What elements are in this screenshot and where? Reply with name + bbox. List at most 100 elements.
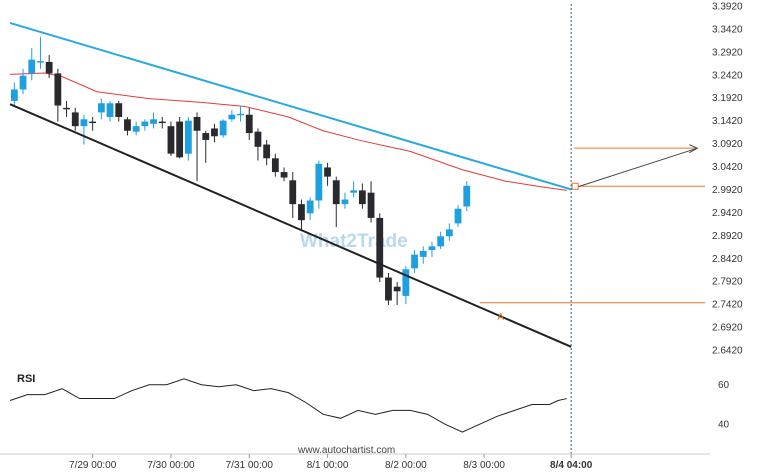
candle-body xyxy=(28,59,36,74)
candle xyxy=(254,128,262,161)
candle xyxy=(228,110,236,122)
candle-body xyxy=(454,208,462,224)
candle-body xyxy=(150,119,157,124)
candle xyxy=(132,121,140,136)
candle-body xyxy=(358,190,366,205)
candle xyxy=(141,119,149,131)
candle-body xyxy=(219,120,227,136)
candle-body xyxy=(54,73,62,106)
candle xyxy=(367,181,375,223)
candle xyxy=(63,100,70,117)
candle xyxy=(184,116,192,161)
candle-body xyxy=(271,158,279,173)
y-tick-label: 2.6420 xyxy=(712,346,743,357)
candle xyxy=(176,116,184,159)
candle xyxy=(454,205,462,228)
candles-layer xyxy=(10,36,471,306)
source-label: www.autochartist.com xyxy=(297,445,395,456)
x-tick-label: 7/30 00:00 xyxy=(147,460,195,471)
candle-body xyxy=(280,172,288,178)
candle xyxy=(37,36,44,69)
x-tick-label: 8/1 00:00 xyxy=(307,460,349,471)
candle-body xyxy=(437,236,445,247)
candle xyxy=(289,172,297,218)
candle-body xyxy=(376,217,384,278)
candle-body xyxy=(306,200,314,214)
y-tick-label: 2.9920 xyxy=(712,185,743,196)
candle-body xyxy=(89,121,97,124)
moving-average-layer xyxy=(9,72,567,191)
y-tick-label: 3.3920 xyxy=(712,2,743,13)
moving-average-line xyxy=(9,72,567,191)
candle-body xyxy=(254,131,262,147)
candle-body xyxy=(350,190,358,193)
candle-body xyxy=(332,180,340,205)
pattern-overlay-layer: A xyxy=(9,22,705,348)
x-tick-label: 8/4 04:00 xyxy=(550,460,593,471)
candle-body xyxy=(10,89,18,101)
candle xyxy=(202,130,210,163)
candle-body xyxy=(80,119,88,127)
watermark: What2Trade xyxy=(300,231,408,252)
candle xyxy=(71,107,79,131)
candle-body xyxy=(63,107,70,110)
candle xyxy=(89,116,97,131)
candle xyxy=(280,167,288,182)
x-tick-label: 7/31 00:00 xyxy=(226,460,274,471)
rsi-panel: 60 40 xyxy=(9,378,730,433)
candle-body xyxy=(184,120,192,154)
y-tick-label: 3.0420 xyxy=(712,162,743,173)
candle xyxy=(385,272,392,306)
candle-body xyxy=(289,180,297,205)
candle-body xyxy=(315,163,323,201)
candle xyxy=(10,82,18,106)
y-tick-label: 3.1420 xyxy=(712,116,743,127)
candle-body xyxy=(115,103,123,117)
candle-body xyxy=(341,199,349,205)
candle-body xyxy=(419,250,427,257)
candle-body xyxy=(45,61,53,74)
candle-body xyxy=(245,114,253,134)
candle xyxy=(150,112,157,129)
candle-body xyxy=(71,112,79,127)
candle xyxy=(19,68,27,95)
candle xyxy=(419,246,427,264)
candle-body xyxy=(37,61,44,63)
candle xyxy=(219,119,227,138)
candle xyxy=(332,176,340,228)
candle-body xyxy=(237,113,244,116)
y-tick-label: 3.2420 xyxy=(712,70,743,81)
rsi-line xyxy=(9,378,567,433)
candle xyxy=(106,100,114,122)
candle-body xyxy=(141,121,149,127)
candle xyxy=(463,181,471,212)
candle-body xyxy=(298,204,305,221)
candle-body xyxy=(324,167,331,177)
candle-body xyxy=(411,254,418,269)
candle-body xyxy=(463,185,471,207)
candle xyxy=(237,105,244,122)
candle-body xyxy=(367,192,375,218)
candle xyxy=(211,123,218,143)
projection-arrow-head xyxy=(689,144,699,154)
projection-arrow-line xyxy=(570,147,698,190)
candle-body xyxy=(263,144,271,159)
y-tick-label: 3.1920 xyxy=(712,93,743,104)
candle-body xyxy=(132,126,140,132)
y-tick-label: 3.0920 xyxy=(712,139,743,150)
candle xyxy=(402,266,410,305)
y-tick-label: 2.6920 xyxy=(712,323,743,334)
candle xyxy=(158,116,166,129)
y-tick-label: 3.3420 xyxy=(712,24,743,35)
rsi-tick-label: 60 xyxy=(718,380,730,391)
y-tick-label: 2.7420 xyxy=(712,300,743,311)
candle xyxy=(80,114,88,145)
candle-body xyxy=(393,286,401,292)
candle-body xyxy=(124,119,131,131)
candle xyxy=(54,68,62,122)
candle-body xyxy=(228,114,236,120)
candle-body xyxy=(211,128,218,137)
candle xyxy=(428,241,436,257)
y-tick-label: 2.7920 xyxy=(712,277,743,288)
